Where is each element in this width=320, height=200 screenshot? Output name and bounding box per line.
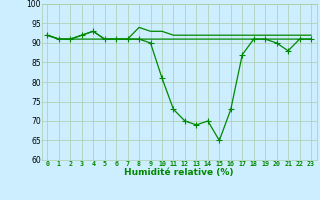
X-axis label: Humidité relative (%): Humidité relative (%) [124,168,234,177]
